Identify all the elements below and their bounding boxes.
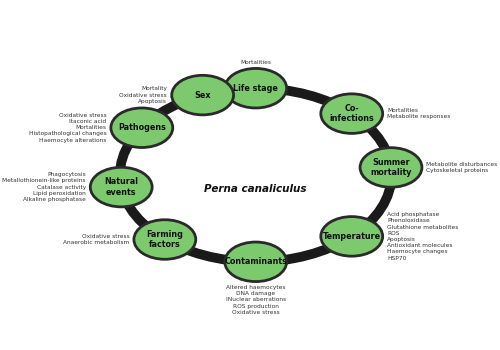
Text: Mortality
Oxidative stress
Apoptosis: Mortality Oxidative stress Apoptosis: [120, 86, 167, 104]
Text: Oxidative stress
Anaerobic metabolism: Oxidative stress Anaerobic metabolism: [63, 234, 130, 245]
Text: Summer
mortality: Summer mortality: [370, 158, 412, 177]
Ellipse shape: [134, 220, 196, 259]
Ellipse shape: [225, 242, 286, 281]
Text: Acid phosphatase
Phenoloxidase
Glutathione metabolites
ROS
Apoptosis
Antioxidant: Acid phosphatase Phenoloxidase Glutathio…: [387, 212, 458, 261]
Text: Altered haemocytes
DNA damage
INuclear aberrations
ROS production
Oxidative stre: Altered haemocytes DNA damage INuclear a…: [226, 285, 286, 315]
Ellipse shape: [225, 69, 286, 108]
Ellipse shape: [90, 167, 152, 207]
Text: Oxidative stress
Itaconic acid
Mortalities
Histopathological changes
Haemocyte a: Oxidative stress Itaconic acid Mortaliti…: [28, 113, 106, 143]
Text: Phagocytosis
Metallothionein-like proteins
Catalase activity
Lipid peroxidation
: Phagocytosis Metallothionein-like protei…: [2, 172, 86, 202]
Text: Sex: Sex: [194, 91, 211, 100]
Ellipse shape: [360, 148, 422, 187]
Text: Farming
factors: Farming factors: [146, 230, 184, 249]
Text: Contaminants: Contaminants: [224, 257, 287, 266]
Text: Co-
infections: Co- infections: [330, 104, 374, 123]
Text: Life stage: Life stage: [234, 84, 278, 93]
Ellipse shape: [111, 108, 173, 147]
Ellipse shape: [172, 75, 234, 115]
Text: Pathogens: Pathogens: [118, 123, 166, 132]
Ellipse shape: [321, 217, 382, 256]
Ellipse shape: [321, 94, 382, 133]
Text: Metabolite disturbances
Cytoskeletal proteins: Metabolite disturbances Cytoskeletal pro…: [426, 162, 498, 173]
Text: Mortalities
Metabolite responses: Mortalities Metabolite responses: [387, 108, 450, 119]
Text: Mortalities: Mortalities: [240, 60, 271, 65]
Text: Natural
events: Natural events: [104, 177, 138, 197]
Text: Temperature: Temperature: [322, 232, 381, 241]
Text: Perna canaliculus: Perna canaliculus: [204, 184, 307, 194]
